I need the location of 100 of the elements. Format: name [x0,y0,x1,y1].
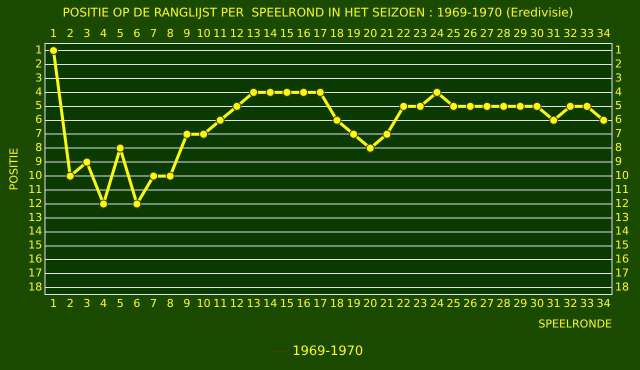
y2-tick-label: 4 [615,85,622,98]
y-tick-label: 15 [28,238,42,252]
y-tick-label: 1 [35,43,42,56]
x2-tick-label: 19 [346,26,361,40]
x2-tick-label: 20 [363,26,378,40]
y-axis-title: POSITIE [7,148,20,190]
point [499,102,508,111]
y-tick-label: 4 [35,85,42,98]
x2-tick-label: 9 [183,26,190,40]
y2-tick-label: 8 [615,141,622,154]
y2-tick-label: 10 [615,168,630,182]
point [532,102,542,111]
point [116,144,125,153]
y-tick-label: 13 [28,210,42,224]
x-tick-label: 27 [480,297,494,310]
y-tick-label: 16 [28,252,42,266]
point [482,102,492,111]
x-tick-label: 9 [183,297,190,310]
x-tick-label: 28 [496,297,511,310]
point [199,130,208,139]
x-tick-label: 33 [580,297,594,310]
x2-tick-label: 2 [66,26,74,40]
y-tick-label: 5 [35,99,42,112]
x2-tick-label: 11 [213,26,228,40]
x2-tick-label: 33 [580,26,594,40]
x2-tick-label: 1 [50,26,58,40]
point [132,199,142,208]
x-tick-label: 15 [280,297,294,310]
x-tick-label: 17 [313,297,328,310]
x-tick-label: 2 [66,297,74,310]
y-tick-label: 7 [35,127,42,140]
point [232,102,242,111]
point [566,102,575,111]
y-tick-label: 2 [35,57,42,70]
x2-tick-label: 8 [166,26,174,40]
point [549,116,558,125]
x-tick-label: 1 [50,297,58,310]
x2-tick-label: 5 [116,26,124,40]
x2-tick-label: 30 [530,26,544,40]
point [449,102,458,111]
x-axis-title: SPEELRONDE [538,317,612,330]
y-tick-label: 12 [28,196,42,210]
x2-tick-label: 12 [230,26,244,40]
point [149,172,158,181]
y-tick-label: 6 [35,113,42,126]
x-tick-label: 13 [246,297,261,310]
y2-tick-label: 11 [615,182,630,196]
x2-tick-label: 13 [246,26,261,40]
x-tick-label: 21 [380,297,394,310]
x-tick-label: 4 [100,297,108,310]
point [416,102,425,111]
x-tick-label: 30 [530,297,544,310]
x-tick-label: 19 [346,297,361,310]
x2-tick-label: 18 [330,26,344,40]
point [599,116,608,125]
x-tick-label: 7 [150,297,158,310]
y2-tick-label: 1 [615,43,622,56]
y-tick-label: 17 [28,266,42,280]
x2-tick-label: 22 [396,26,411,40]
x-tick-label: 10 [196,297,211,310]
x-tick-label: 14 [263,297,278,310]
point [582,102,592,111]
x-tick-label: 3 [83,297,90,310]
x2-tick-label: 34 [596,26,611,40]
x2-tick-label: 10 [196,26,211,40]
y-tick-label: 10 [28,168,42,182]
point [466,102,475,111]
y2-tick-label: 12 [615,196,630,210]
point [82,158,92,167]
x-tick-label: 8 [166,297,174,310]
point [282,88,292,97]
x-tick-label: 32 [563,297,578,310]
x-tick-label: 12 [230,297,244,310]
point [249,88,258,97]
point [316,88,325,97]
y-tick-label: 8 [35,141,42,154]
point [166,172,175,181]
y-tick-label: 11 [28,182,42,196]
legend-label: 1969-1970 [292,344,364,359]
x2-tick-label: 6 [133,26,140,40]
point [516,102,525,111]
y2-tick-label: 5 [615,99,622,112]
y2-tick-label: 6 [615,113,622,126]
x2-tick-label: 29 [513,26,528,40]
y2-tick-label: 13 [615,210,630,224]
x-tick-label: 29 [513,297,528,310]
x-tick-label: 34 [596,297,611,310]
x2-tick-label: 26 [463,26,478,40]
x-tick-label: 11 [213,297,228,310]
y-tick-label: 9 [35,154,42,168]
x2-tick-label: 3 [83,26,90,40]
x2-tick-label: 31 [546,26,561,40]
x2-tick-label: 28 [496,26,511,40]
x-tick-label: 18 [330,297,344,310]
y2-tick-label: 18 [615,280,630,294]
x2-tick-label: 21 [380,26,394,40]
point [66,172,75,181]
point [99,199,108,208]
x-tick-label: 5 [116,297,124,310]
point [349,130,358,139]
